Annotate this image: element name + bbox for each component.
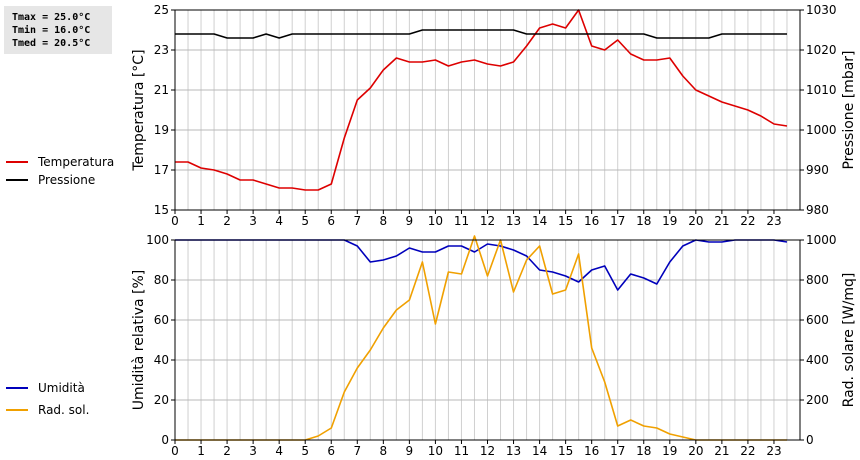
x-tick-label: 19 xyxy=(662,214,677,228)
x-tick-label: 1 xyxy=(197,214,205,228)
x-tick-label: 20 xyxy=(688,444,703,458)
y-left-tick-label: 19 xyxy=(154,123,169,137)
x-tick-label: 12 xyxy=(480,214,495,228)
y-right-tick-label: 980 xyxy=(806,203,829,217)
x-tick-label: 3 xyxy=(249,214,257,228)
y-right-tick-label: 600 xyxy=(806,313,829,327)
x-tick-label: 5 xyxy=(301,444,309,458)
y-right-tick-label: 1020 xyxy=(806,43,837,57)
x-tick-label: 11 xyxy=(454,214,469,228)
y-left-axis-title: Temperatura [°C] xyxy=(131,49,147,171)
y-left-axis-title: Umidità relativa [%] xyxy=(131,270,147,411)
x-tick-label: 15 xyxy=(558,444,573,458)
stats-box: Tmax = 25.0°C Tmin = 16.0°C Tmed = 20.5°… xyxy=(4,6,112,54)
x-tick-label: 20 xyxy=(688,214,703,228)
y-right-axis-title: Rad. solare [W/mq] xyxy=(841,273,857,408)
x-tick-label: 9 xyxy=(406,444,414,458)
y-left-tick-label: 17 xyxy=(154,163,169,177)
y-right-tick-label: 800 xyxy=(806,273,829,287)
x-tick-label: 14 xyxy=(532,444,547,458)
y-left-tick-label: 21 xyxy=(154,83,169,97)
x-tick-label: 0 xyxy=(171,444,179,458)
y-right-tick-label: 1000 xyxy=(806,233,837,247)
chart-humidity-radiation: 0 1 2 3 4 5 6 7 8 9 10 11 12 13 14 15 16 17 18 19 20 21 22 2302… xyxy=(131,233,857,458)
y-left-tick-label: 15 xyxy=(154,203,169,217)
x-tick-label: 18 xyxy=(636,214,651,228)
series-line-umidit xyxy=(175,239,788,291)
x-tick-label: 10 xyxy=(428,214,443,228)
legend-swatch-umidita xyxy=(6,387,28,389)
y-left-tick-label: 40 xyxy=(154,353,169,367)
x-tick-label: 2 xyxy=(223,214,231,228)
x-tick-label: 9 xyxy=(406,214,414,228)
x-tick-label: 4 xyxy=(275,444,283,458)
x-tick-label: 7 xyxy=(353,214,361,228)
x-tick-label: 21 xyxy=(714,214,729,228)
x-tick-label: 18 xyxy=(636,444,651,458)
y-right-tick-label: 200 xyxy=(806,393,829,407)
y-right-tick-label: 1010 xyxy=(806,83,837,97)
legend-swatch-radsol xyxy=(6,409,28,411)
x-tick-label: 17 xyxy=(610,214,625,228)
x-tick-label: 10 xyxy=(428,444,443,458)
x-tick-label: 16 xyxy=(584,444,599,458)
chart-temperature-pressure: 0 1 2 3 4 5 6 7 8 9 10 11 12 13 14 15 16 17 18 19 20 21 22 2315… xyxy=(131,3,857,228)
x-tick-label: 21 xyxy=(714,444,729,458)
x-tick-label: 23 xyxy=(766,444,781,458)
y-left-tick-label: 25 xyxy=(154,3,169,17)
x-tick-label: 8 xyxy=(380,444,388,458)
y-left-tick-label: 0 xyxy=(161,433,169,447)
legend-swatch-pressione xyxy=(6,179,28,181)
tmax-text: Tmax = 25.0°C xyxy=(12,12,91,23)
legend-label-radsol: Rad. sol. xyxy=(38,403,90,417)
y-left-tick-label: 23 xyxy=(154,43,169,57)
x-tick-label: 4 xyxy=(275,214,283,228)
y-right-tick-label: 1000 xyxy=(806,123,837,137)
x-tick-label: 15 xyxy=(558,214,573,228)
y-left-tick-label: 100 xyxy=(146,233,169,247)
legend-label-umidita: Umidità xyxy=(38,381,85,395)
series-line-pressione xyxy=(175,29,787,39)
x-tick-label: 3 xyxy=(249,444,257,458)
x-tick-label: 22 xyxy=(740,444,755,458)
tmed-text: Tmed = 20.5°C xyxy=(12,38,91,49)
x-tick-label: 23 xyxy=(766,214,781,228)
y-right-axis-title: Pressione [mbar] xyxy=(841,50,857,169)
x-tick-label: 2 xyxy=(223,444,231,458)
series-line-rad-sol xyxy=(175,235,787,441)
x-tick-label: 14 xyxy=(532,214,547,228)
x-tick-label: 1 xyxy=(197,444,205,458)
x-tick-label: 6 xyxy=(327,214,335,228)
x-tick-label: 8 xyxy=(380,214,388,228)
y-left-tick-label: 20 xyxy=(154,393,169,407)
x-tick-label: 13 xyxy=(506,444,521,458)
x-tick-label: 13 xyxy=(506,214,521,228)
tmin-text: Tmin = 16.0°C xyxy=(12,25,91,36)
x-tick-label: 11 xyxy=(454,444,469,458)
y-right-tick-label: 990 xyxy=(806,163,829,177)
legend-label-temperatura: Temperatura xyxy=(38,155,115,169)
legend-swatch-temperatura xyxy=(6,161,28,163)
x-tick-label: 12 xyxy=(480,444,495,458)
x-tick-label: 17 xyxy=(610,444,625,458)
x-tick-label: 16 xyxy=(584,214,599,228)
x-tick-label: 6 xyxy=(327,444,335,458)
y-left-tick-label: 80 xyxy=(154,273,169,287)
x-tick-label: 5 xyxy=(301,214,309,228)
x-tick-label: 7 xyxy=(353,444,361,458)
x-tick-label: 0 xyxy=(171,214,179,228)
x-tick-label: 22 xyxy=(740,214,755,228)
y-right-tick-label: 400 xyxy=(806,353,829,367)
y-right-tick-label: 0 xyxy=(806,433,814,447)
y-left-tick-label: 60 xyxy=(154,313,169,327)
series-line-temperatura xyxy=(175,9,788,191)
y-right-tick-label: 1030 xyxy=(806,3,837,17)
legend-label-pressione: Pressione xyxy=(38,173,96,187)
x-tick-label: 19 xyxy=(662,444,677,458)
